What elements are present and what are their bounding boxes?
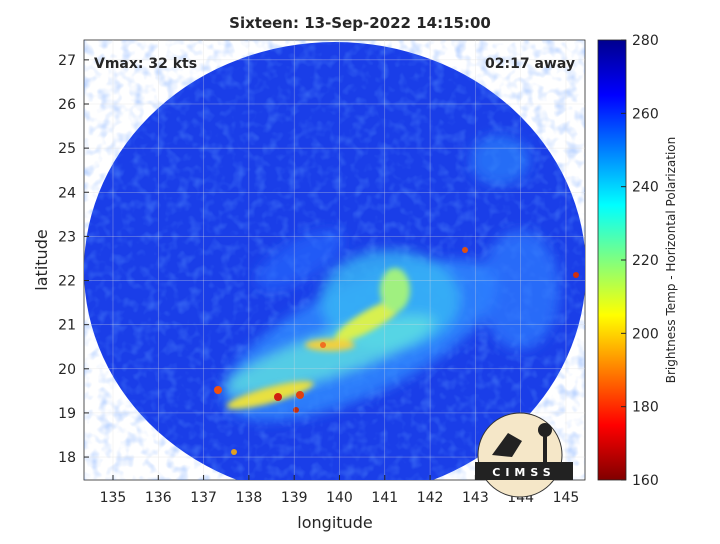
y-tick-label: 18	[58, 450, 76, 466]
x-tick-label: 138	[236, 490, 263, 506]
x-tick-label: 139	[281, 490, 308, 506]
x-axis-label: longitude	[297, 513, 372, 532]
y-tick-label: 22	[58, 274, 76, 290]
chart-title: Sixteen: 13-Sep-2022 14:15:00	[229, 14, 491, 32]
y-tick-label: 23	[58, 229, 76, 245]
y-tick-label: 26	[58, 97, 76, 113]
colorbar-tick-label: 160	[632, 473, 659, 489]
colorbar-tick-label: 240	[632, 180, 659, 196]
annotation: Vmax: 32 kts	[94, 56, 197, 72]
colorbar-tick-label: 260	[632, 106, 659, 122]
y-axis-label: latitude	[32, 229, 51, 290]
colorbar-label: Brightness Temp - Horizontal Polarizatio…	[664, 137, 678, 384]
y-tick-label: 25	[58, 141, 76, 157]
y-tick-label: 20	[58, 362, 76, 378]
colorbar-tick-label: 180	[632, 400, 659, 416]
x-tick-label: 142	[417, 490, 444, 506]
annotation: 02:17 away	[485, 56, 575, 72]
x-tick-label: 140	[326, 490, 353, 506]
y-tick-label: 24	[58, 185, 76, 201]
colorbar-tick-label: 200	[632, 326, 659, 342]
satellite-image	[84, 42, 585, 480]
logo-text: CIMSS	[492, 466, 555, 479]
y-tick-label: 21	[58, 318, 76, 334]
x-tick-label: 135	[100, 490, 127, 506]
x-tick-label: 137	[190, 490, 217, 506]
x-tick-label: 143	[462, 490, 489, 506]
x-tick-label: 136	[145, 490, 172, 506]
x-tick-label: 141	[371, 490, 398, 506]
y-tick-label: 27	[58, 53, 76, 69]
logo: CIMSS	[475, 412, 573, 498]
x-tick-label: 145	[553, 490, 580, 506]
colorbar-tick-label: 220	[632, 253, 659, 269]
colorbar-tick-label: 280	[632, 33, 659, 49]
y-tick-label: 19	[58, 406, 76, 422]
